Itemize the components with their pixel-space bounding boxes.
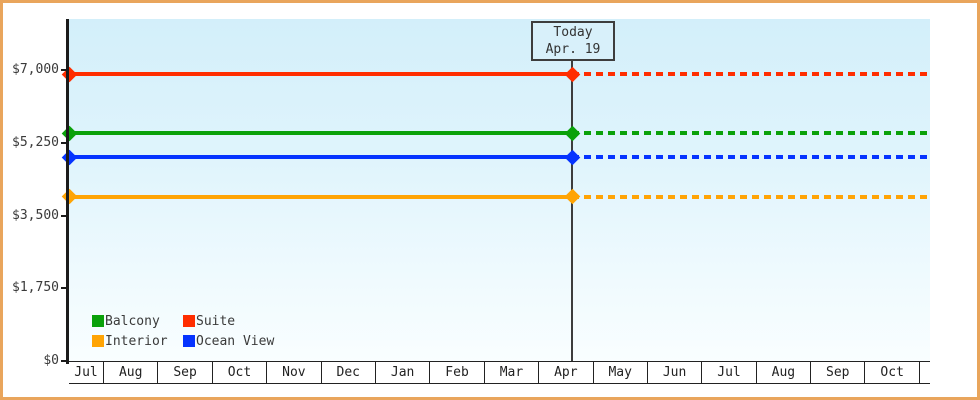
month-cell: Dec	[322, 362, 376, 383]
series-line-ocean-view	[69, 155, 572, 160]
legend: Balcony Suite Interior Ocean View	[92, 312, 274, 350]
month-cell-partial	[920, 362, 930, 383]
month-cell: Jan	[376, 362, 431, 383]
month-cell: Aug	[104, 362, 159, 383]
series-line-suite	[69, 72, 572, 77]
series-line-interior	[69, 194, 572, 199]
month-cell: Sep	[158, 362, 213, 383]
y-axis-tick	[61, 141, 69, 144]
month-cell: Oct	[213, 362, 268, 383]
y-axis-tick	[61, 287, 69, 290]
legend-label: Interior	[105, 333, 168, 349]
legend-label: Suite	[196, 313, 236, 329]
month-cell: Apr	[539, 362, 594, 383]
legend-item-ocean-view: Ocean View	[183, 332, 274, 350]
y-axis-label: $0	[43, 353, 59, 368]
series-line-balcony-projection	[572, 131, 930, 136]
y-axis-tick	[61, 360, 69, 362]
y-axis-tick	[61, 214, 69, 217]
y-axis-tick	[61, 69, 69, 71]
x-axis-month-band: Jul Aug Sep Oct Nov Dec Jan Feb Mar Apr May Jun Jul A…	[69, 361, 930, 384]
month-cell: May	[594, 362, 648, 383]
month-cell: Jul	[702, 362, 757, 383]
y-axis-label: $1,750	[12, 280, 59, 296]
series-line-balcony	[69, 131, 572, 136]
month-cell: Jul	[69, 362, 104, 383]
y-axis-label: $5,250	[12, 134, 59, 150]
legend-item-suite: Suite	[183, 312, 274, 330]
series-line-interior-projection	[572, 194, 930, 199]
y-axis-line	[66, 19, 69, 364]
legend-swatch-icon	[92, 335, 104, 347]
series-line-ocean-view-projection	[572, 155, 930, 160]
y-axis-label: $7,000	[12, 62, 59, 77]
today-date: Apr. 19	[545, 42, 601, 57]
legend-swatch-icon	[183, 335, 195, 347]
legend-label: Ocean View	[196, 333, 275, 349]
y-axis-label: $3,500	[12, 207, 59, 223]
month-cell: Oct	[865, 362, 920, 383]
plot-area	[69, 19, 930, 361]
legend-item-balcony: Balcony	[92, 312, 183, 330]
month-cell: Feb	[430, 362, 485, 383]
month-cell: Sep	[811, 362, 866, 383]
today-label: Today	[553, 25, 593, 40]
legend-swatch-icon	[92, 315, 104, 327]
legend-item-interior: Interior	[92, 332, 183, 350]
month-cell: Nov	[267, 362, 322, 383]
today-annotation-box: Today Apr. 19	[531, 21, 615, 61]
legend-label: Balcony	[105, 313, 160, 329]
series-line-suite-projection	[572, 72, 930, 77]
month-cell: Mar	[485, 362, 540, 383]
today-marker-line	[571, 59, 573, 361]
legend-swatch-icon	[183, 315, 195, 327]
month-cell: Jun	[648, 362, 703, 383]
month-cell: Aug	[757, 362, 812, 383]
